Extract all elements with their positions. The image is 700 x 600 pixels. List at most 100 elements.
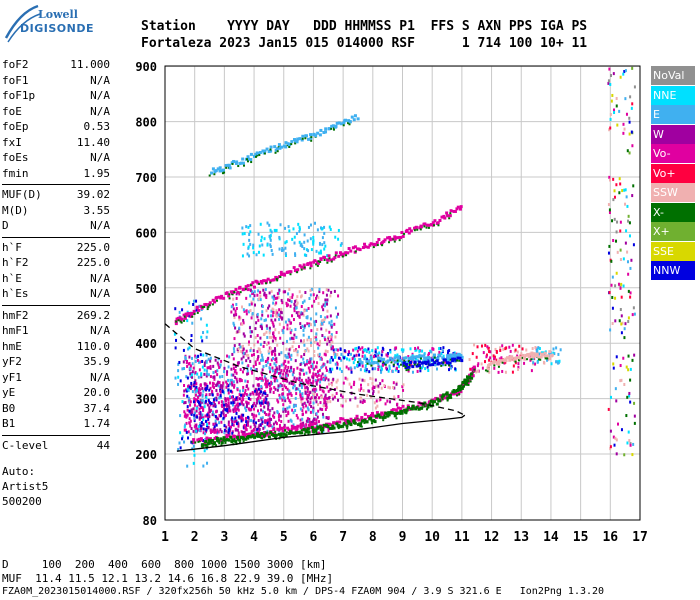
echo-point bbox=[358, 388, 361, 392]
echo-point bbox=[315, 382, 318, 386]
echo-point bbox=[297, 387, 300, 391]
trace-point bbox=[175, 320, 178, 323]
echo-point bbox=[248, 254, 251, 258]
trace-point bbox=[395, 410, 399, 414]
echo-point bbox=[227, 365, 230, 369]
trace-point bbox=[275, 278, 278, 281]
echo-point bbox=[192, 384, 195, 388]
echo-point bbox=[487, 348, 490, 352]
echo-point bbox=[186, 413, 189, 417]
echo-point bbox=[477, 369, 480, 373]
echo-point bbox=[186, 394, 189, 398]
echo-point bbox=[628, 221, 631, 225]
echo-point bbox=[259, 298, 262, 302]
trace-point bbox=[381, 244, 384, 247]
echo-point bbox=[227, 427, 230, 431]
logo-digisonde: DIGISONDE bbox=[20, 22, 94, 35]
trace-point bbox=[321, 426, 324, 429]
echo-point bbox=[612, 177, 615, 181]
echo-point bbox=[278, 393, 281, 397]
echo-point bbox=[297, 222, 300, 226]
echo-point bbox=[292, 411, 295, 415]
trace-point bbox=[246, 432, 250, 436]
param-row: h`F 225.0 bbox=[2, 241, 110, 257]
echo-point bbox=[206, 384, 209, 388]
echo-point bbox=[303, 309, 306, 313]
echo-point bbox=[231, 431, 234, 435]
echo-point bbox=[301, 312, 304, 316]
trace-point bbox=[452, 356, 456, 360]
echo-point bbox=[333, 351, 336, 355]
echo-point bbox=[325, 423, 328, 427]
echo-point bbox=[207, 373, 210, 377]
echo-point bbox=[377, 367, 380, 371]
echo-point bbox=[321, 305, 324, 309]
trace-point bbox=[278, 146, 282, 150]
echo-point bbox=[213, 375, 216, 379]
echo-point bbox=[242, 413, 245, 417]
echo-point bbox=[260, 408, 263, 412]
echo-point bbox=[339, 347, 342, 351]
trace-point bbox=[408, 407, 412, 411]
trace-point bbox=[350, 422, 353, 425]
echo-point bbox=[200, 420, 203, 424]
echo-point bbox=[613, 111, 616, 115]
trace-point bbox=[331, 424, 335, 428]
echo-point bbox=[316, 415, 319, 419]
trace-point bbox=[473, 367, 477, 371]
trace-point bbox=[419, 406, 423, 410]
echo-point bbox=[265, 296, 268, 300]
trace-point bbox=[270, 431, 274, 435]
header-values: Fortaleza 2023 Jan15 015 014000 RSF 1 71… bbox=[141, 36, 588, 51]
echo-point bbox=[230, 373, 233, 377]
trace-point bbox=[334, 421, 338, 425]
echo-point bbox=[294, 252, 297, 256]
echo-point bbox=[241, 401, 244, 405]
trace-point bbox=[433, 361, 437, 365]
echo-point bbox=[240, 399, 243, 403]
trace-point bbox=[276, 150, 279, 153]
echo-point bbox=[303, 299, 306, 303]
trace-point bbox=[286, 144, 289, 147]
echo-point bbox=[339, 252, 342, 256]
echo-point bbox=[276, 292, 279, 296]
echo-point bbox=[221, 386, 224, 390]
echo-point bbox=[629, 443, 632, 447]
echo-point bbox=[319, 407, 322, 411]
trace-point bbox=[432, 400, 436, 404]
trace-point bbox=[236, 438, 239, 441]
trace-point bbox=[402, 361, 406, 365]
trace-point bbox=[207, 303, 211, 307]
trace-point bbox=[211, 298, 215, 302]
trace-point bbox=[190, 311, 194, 315]
echo-point bbox=[369, 354, 372, 358]
echo-point bbox=[228, 428, 231, 432]
echo-point bbox=[254, 421, 257, 425]
trace-point bbox=[411, 405, 415, 409]
trace-point bbox=[446, 398, 449, 401]
trace-point bbox=[246, 284, 250, 288]
echo-point bbox=[415, 357, 418, 361]
echo-point bbox=[226, 397, 229, 401]
echo-point bbox=[536, 347, 539, 351]
echo-point bbox=[243, 367, 246, 371]
echo-point bbox=[376, 404, 379, 408]
echo-point bbox=[247, 407, 250, 411]
trace-point bbox=[206, 445, 209, 448]
echo-point bbox=[245, 309, 248, 313]
trace-point bbox=[424, 402, 428, 406]
echo-point bbox=[299, 325, 302, 329]
echo-point bbox=[329, 400, 332, 404]
echo-point bbox=[298, 314, 301, 318]
echo-point bbox=[256, 383, 259, 387]
echo-point bbox=[627, 272, 630, 276]
trace-point bbox=[343, 119, 347, 123]
trace-point bbox=[402, 409, 406, 413]
echo-point bbox=[189, 400, 192, 404]
trace-point bbox=[460, 387, 463, 390]
echo-point bbox=[290, 393, 293, 397]
trace-point bbox=[436, 221, 440, 225]
trace-point bbox=[358, 248, 362, 252]
trace-point bbox=[500, 359, 504, 363]
echo-point bbox=[262, 365, 265, 369]
